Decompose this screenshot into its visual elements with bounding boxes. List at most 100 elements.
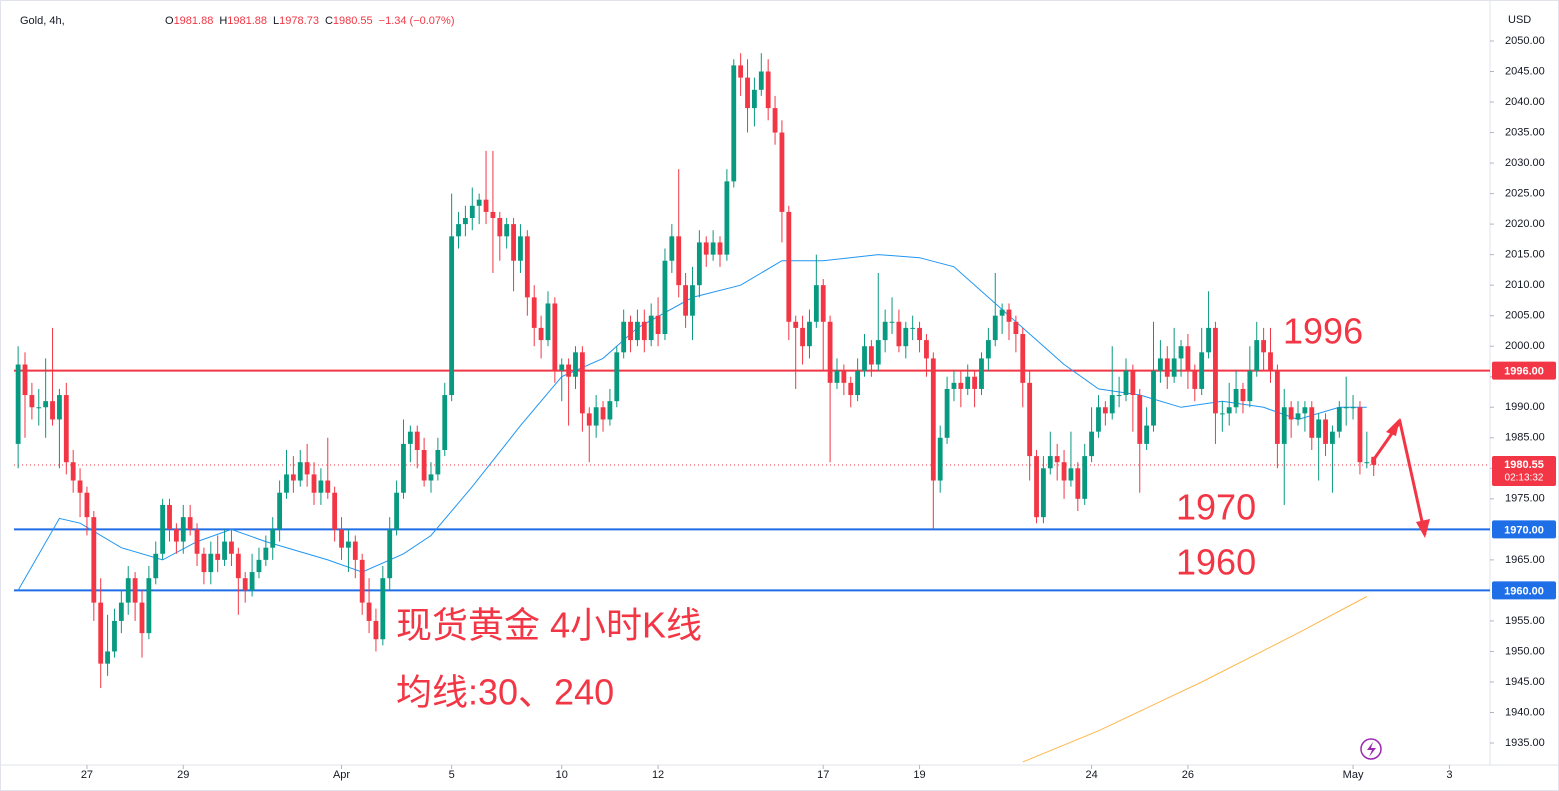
arrow-head — [1416, 519, 1430, 538]
candle-body — [1027, 382, 1033, 457]
candle-body — [579, 352, 585, 414]
candle-body — [786, 211, 792, 322]
candle-body — [696, 242, 702, 286]
candle-body — [304, 462, 310, 475]
candle-body — [800, 327, 805, 347]
y-tick-label: 2030.00 — [1505, 157, 1545, 169]
candle-body — [146, 578, 152, 634]
x-tick-label: 3 — [1446, 769, 1452, 781]
candle-body — [77, 480, 83, 493]
candle-body — [752, 89, 757, 109]
ohlc-value: 1981.88 — [227, 15, 267, 27]
candle-body — [373, 620, 379, 640]
candle-body — [1185, 346, 1191, 371]
candle-body — [855, 370, 861, 396]
candle-body — [531, 297, 537, 328]
y-tick-label: 1955.00 — [1505, 615, 1545, 627]
candle-body — [868, 346, 874, 365]
candle-body — [462, 218, 468, 225]
candle-body — [669, 236, 675, 261]
candle-body — [607, 401, 613, 420]
candle-body — [1274, 370, 1280, 444]
symbol: Gold, 4h, — [20, 15, 65, 27]
icon[interactable] — [1360, 738, 1382, 760]
candle-body — [903, 327, 909, 347]
candle-body — [875, 340, 881, 365]
candle-body — [1068, 468, 1074, 481]
y-tick-label: 2005.00 — [1505, 310, 1545, 322]
candle-body — [1013, 321, 1019, 334]
candle-body — [449, 236, 455, 396]
candle-body — [648, 315, 654, 341]
candle-body — [263, 547, 269, 560]
candle-body — [573, 352, 578, 377]
candle-body — [1054, 456, 1060, 463]
candle-body — [793, 321, 799, 328]
candle-body — [545, 303, 551, 341]
candle-body — [311, 474, 317, 493]
candle-body — [469, 205, 475, 219]
x-tick-label: 26 — [1182, 769, 1194, 781]
candle-body — [1006, 309, 1012, 322]
candle-body — [380, 578, 386, 640]
ohlc-value: 1980.55 — [333, 15, 373, 27]
candle-body — [1082, 456, 1088, 499]
candle-body — [1116, 395, 1122, 397]
candle-body — [1171, 358, 1177, 377]
candle-body — [290, 474, 296, 481]
candle-body — [745, 77, 750, 109]
candle-body — [635, 321, 640, 341]
candle-body — [889, 321, 895, 323]
candle-body — [15, 364, 21, 444]
y-tick-label: 1965.00 — [1505, 554, 1545, 566]
candle-body — [125, 578, 131, 603]
candle-body — [1323, 419, 1328, 444]
y-tick-label: 2020.00 — [1505, 218, 1545, 230]
candle-body — [524, 236, 530, 298]
x-tick-label: 24 — [1085, 769, 1097, 781]
candle-body — [1350, 407, 1356, 409]
candle-body — [222, 541, 227, 560]
candle-body — [917, 327, 922, 341]
y-tick-label: 1985.00 — [1505, 432, 1545, 444]
candle-body — [421, 449, 427, 481]
x-tick-label: 17 — [817, 769, 829, 781]
ohlc-key: O — [165, 15, 174, 27]
y-tick-label: 2035.00 — [1505, 126, 1545, 138]
candle-body — [834, 370, 840, 383]
candle-body — [57, 395, 62, 420]
candle-body — [628, 321, 633, 341]
candle-body — [270, 529, 276, 548]
candle-body — [724, 181, 730, 255]
candle-body — [160, 504, 166, 554]
candle-body — [710, 242, 716, 255]
x-tick-label: 27 — [81, 769, 93, 781]
candle-body — [1151, 370, 1156, 426]
candle-body — [813, 285, 819, 322]
candle-body — [401, 443, 406, 493]
candle-body — [1130, 370, 1136, 396]
annotation: 均线:30、240 — [396, 672, 614, 713]
candle-body — [1144, 425, 1150, 444]
candle-body — [1102, 407, 1108, 414]
ohlc-value: 1978.73 — [279, 15, 319, 27]
candle-body — [22, 364, 28, 396]
icon-bolt — [1367, 742, 1376, 757]
candle-body — [194, 529, 200, 554]
annotation: 1960 — [1176, 542, 1256, 583]
plot-area — [14, 53, 1490, 763]
x-tick-label: 10 — [556, 769, 568, 781]
level-label: 1960.00 — [1504, 585, 1544, 597]
candle-body — [187, 517, 193, 530]
y-tick-label: 2015.00 — [1505, 249, 1545, 261]
candle-body — [1336, 407, 1342, 432]
candle-body — [414, 431, 420, 450]
candle-body — [36, 407, 42, 409]
candle-body — [84, 492, 90, 518]
y-tick-label: 2045.00 — [1505, 65, 1545, 77]
candle-body — [566, 364, 572, 377]
candle-body — [1302, 407, 1308, 414]
candle-body — [1309, 407, 1315, 438]
